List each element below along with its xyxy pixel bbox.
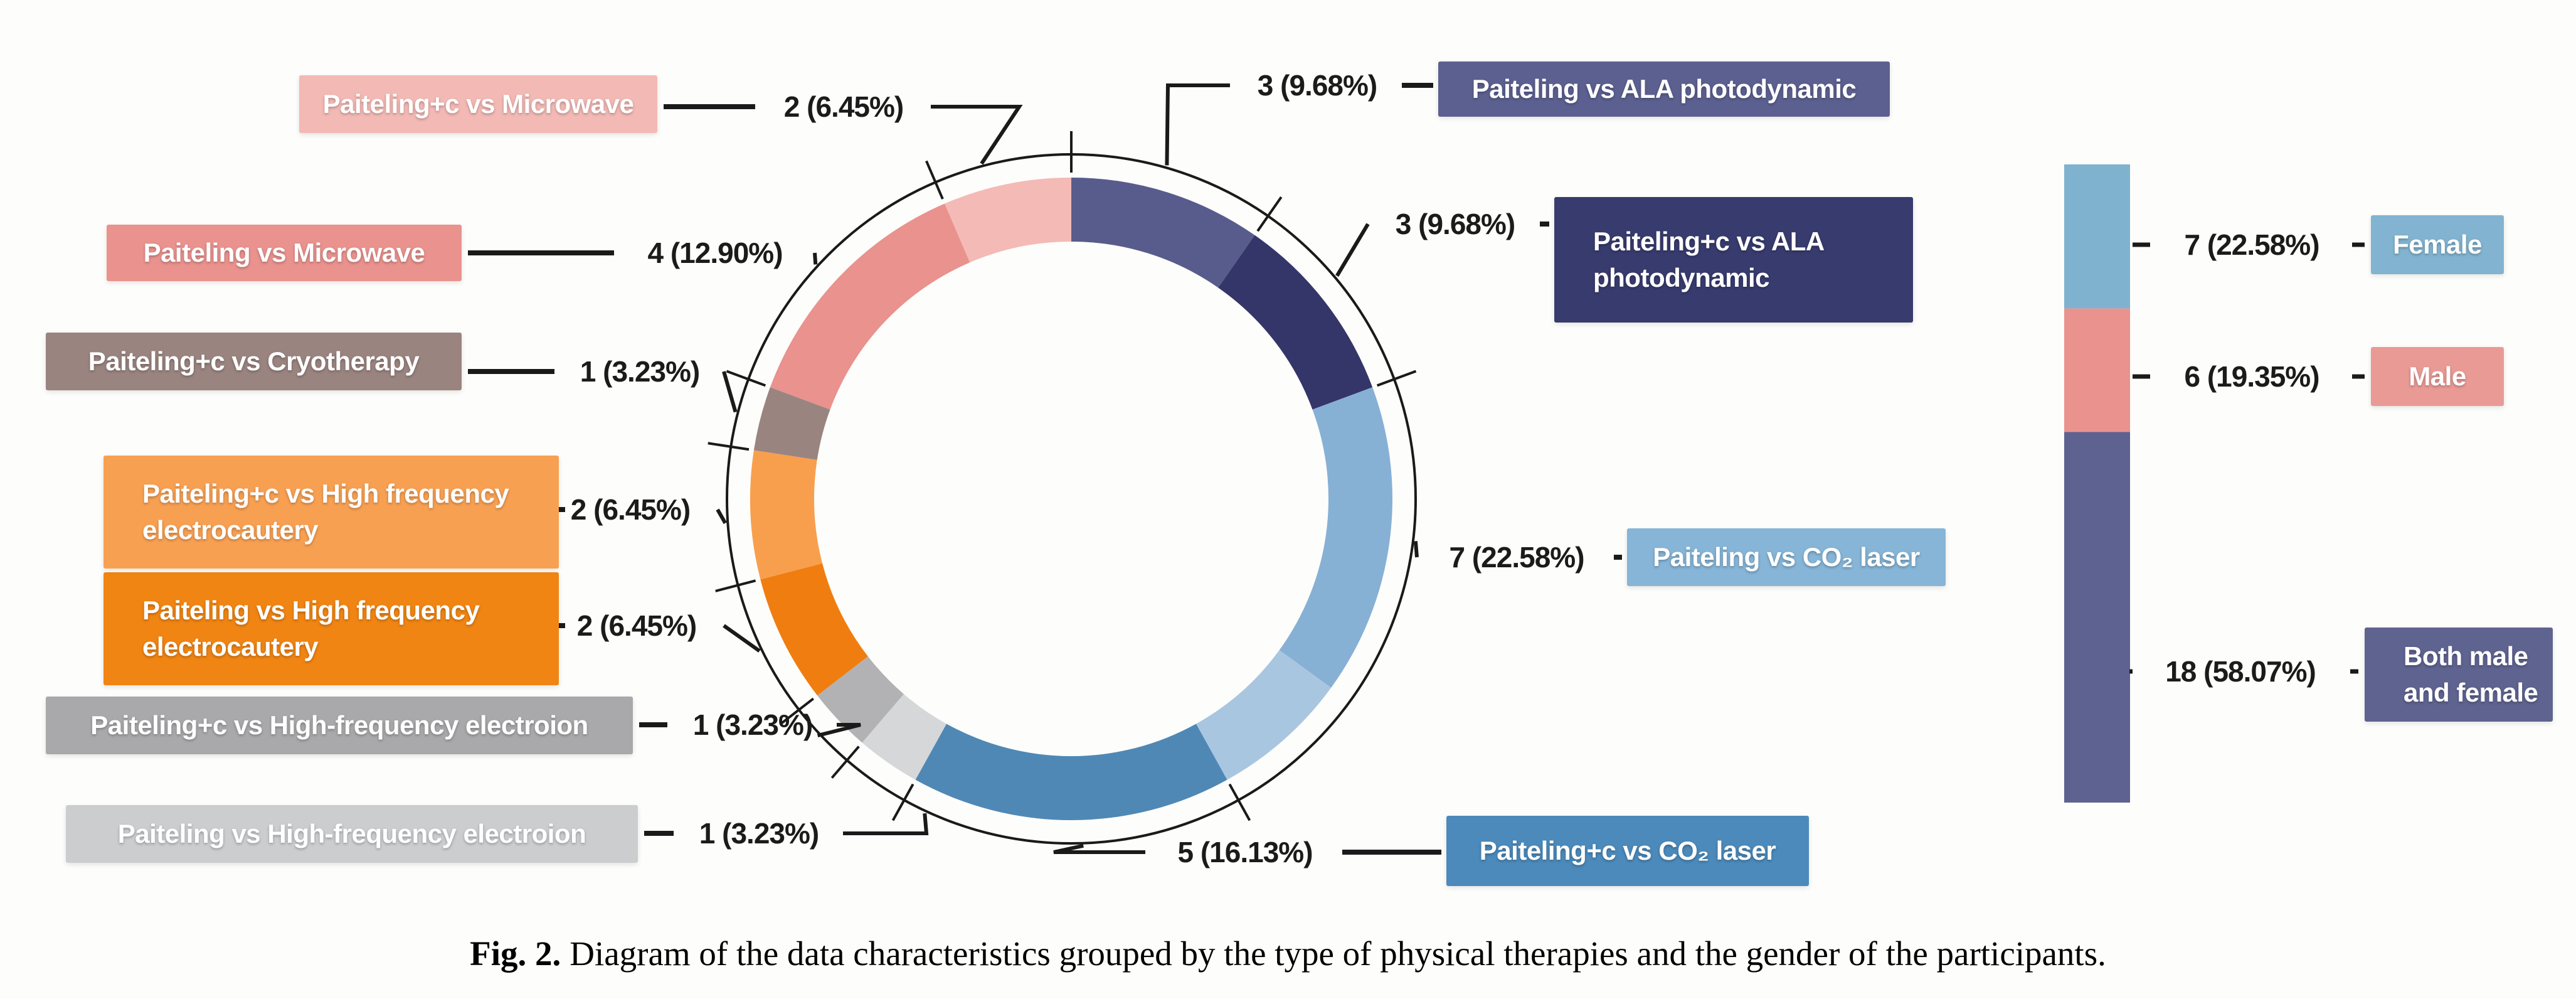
donut-segment-paiteling-c-vs-cryotherapy: [753, 387, 830, 460]
label-text: Paiteling+c vs High-frequency electroion: [90, 710, 588, 740]
label-text: Female: [2393, 230, 2482, 260]
donut-segment-paiteling-vs-microwave: [770, 203, 970, 410]
count-label-paiteling-vs-hf-electroion: 1 (3.23%): [699, 817, 819, 850]
leader-line-paiteling-c-vs-microwave: [931, 105, 1023, 165]
label-box-paiteling-c-vs-ala-photodynamic: Paiteling+c vs ALA photodynamic: [1554, 197, 1913, 323]
label-box-paiteling-c-vs-cryotherapy: Paiteling+c vs Cryotherapy: [46, 333, 462, 390]
count-label-both-male-and-female: 18 (58.07%): [2165, 655, 2316, 688]
label-line: photodynamic: [1593, 263, 1770, 292]
label-box-paiteling-vs-microwave: Paiteling vs Microwave: [107, 225, 462, 281]
label-box-paiteling-c-vs-hf-electrocautery: Paiteling+c vs High frequency electrocaut…: [103, 456, 559, 569]
donut-boundary-tick: [925, 160, 944, 200]
label-box-paiteling-vs-co2-laser: Paiteling vs CO₂ laser: [1627, 528, 1946, 586]
figure-caption: Fig. 2. Diagram of the data characteristi…: [0, 934, 2576, 973]
label-line: Paiteling vs High frequency: [142, 596, 480, 626]
leader-line-paiteling-vs-hf-electroion: [843, 813, 929, 835]
donut-boundary-tick: [891, 783, 914, 821]
label-box-paiteling-vs-ala-photodynamic: Paiteling vs ALA photodynamic: [1438, 61, 1890, 117]
label-text: Paiteling vs CO₂ laser: [1653, 542, 1920, 572]
bar-segment-both-male-and-female: [2064, 432, 2130, 803]
label-box-paiteling-vs-hf-electroion: Paiteling vs High-frequency electroion: [66, 805, 638, 863]
count-label-female: 7 (22.58%): [2184, 228, 2319, 261]
label-text: Paiteling+c vs CO₂ laser: [1479, 836, 1776, 866]
label-text: Paiteling vs ALA photodynamic: [1471, 74, 1857, 104]
label-box-paiteling-vs-hf-electrocautery: Paiteling vs High frequency electrocauter…: [103, 572, 559, 685]
donut-boundary-tick: [1376, 370, 1417, 387]
label-text: Paiteling+c vs Microwave: [322, 89, 634, 119]
donut-boundary-tick: [780, 697, 815, 725]
donut-segment-paiteling-c-vs-co2-laser: [915, 724, 1227, 821]
donut-boundary-tick: [1228, 783, 1251, 821]
donut-boundary-tick: [830, 745, 860, 779]
donut-segment-paiteling-vs-co2-laser: [1279, 387, 1392, 688]
label-line: and female: [2404, 678, 2538, 707]
donut-boundary-tick: [1256, 196, 1283, 232]
label-text: Paiteling vs High-frequency electroion: [117, 819, 586, 849]
label-text: Male: [2409, 361, 2466, 392]
label-box-paiteling-c-vs-microwave: Paiteling+c vs Microwave: [299, 75, 657, 133]
label-line: Paiteling+c vs ALA: [1593, 227, 1825, 257]
label-text: Paiteling vs Microwave: [143, 238, 425, 268]
bar-segment-female: [2064, 164, 2130, 309]
donut-boundary-tick: [726, 370, 766, 387]
label-box-paiteling-c-vs-co2-laser: Paiteling+c vs CO₂ laser: [1446, 816, 1809, 886]
count-label-paiteling-c-vs-co2-laser: 5 (16.13%): [1177, 836, 1313, 868]
label-text: Paiteling+c vs Cryotherapy: [88, 346, 420, 377]
count-label-paiteling-vs-hf-electrocautery: 2 (6.45%): [576, 609, 697, 642]
count-label-paiteling-c-vs-ala-photodynamic: 3 (9.68%): [1395, 208, 1515, 240]
count-label-paiteling-vs-microwave: 4 (12.90%): [647, 237, 783, 269]
leader-line-paiteling-c-vs-hf-electrocautery: [716, 508, 727, 525]
count-label-paiteling-c-vs-hf-electrocautery: 2 (6.45%): [570, 493, 691, 526]
figure-caption-label: Fig. 2.: [470, 934, 561, 973]
count-label-paiteling-vs-ala-photodynamic: 3 (9.68%): [1257, 69, 1377, 102]
figure-caption-text: Diagram of the data characteristics grou…: [570, 934, 2106, 973]
leader-line-paiteling-c-vs-ala-photodynamic: [1335, 223, 1370, 277]
donut-outline-circle: [726, 153, 1417, 845]
donut-segment-paiteling-c-vs-hf-electroion: [817, 656, 904, 743]
donut-segment-paiteling-vs-hf-electroion: [862, 694, 947, 780]
donut-boundary-tick: [715, 579, 756, 592]
leader-line-paiteling-c-vs-co2-laser: [1053, 843, 1145, 854]
leader-line-paiteling-vs-hf-electrocautery: [723, 624, 761, 653]
leader-line-paiteling-c-vs-hf-electroion: [817, 723, 861, 738]
donut-segment-paiteling-vs-ala-photodynamic: [1071, 178, 1255, 288]
label-line: electrocautery: [142, 515, 319, 545]
leader-line-paiteling-vs-ala-photodynamic: [1165, 83, 1230, 166]
count-label-paiteling-vs-co2-laser: 7 (22.58%): [1449, 541, 1584, 574]
count-label-male: 6 (19.35%): [2184, 360, 2319, 393]
donut-boundary-tick: [708, 442, 750, 451]
donut-segment-paiteling-c-vs-ala-photodynamic: [1218, 235, 1373, 410]
donut-segment-paiteling-vs-hf-electrocautery: [760, 563, 868, 696]
bar-segment-male: [2064, 308, 2130, 432]
label-box-both-male-and-female: Both male and female: [2365, 628, 2553, 722]
label-line: Paiteling+c vs High frequency: [142, 479, 509, 509]
donut-segment-paiteling-vs-co2-laser: [1195, 649, 1332, 780]
count-label-paiteling-c-vs-hf-electroion: 1 (3.23%): [692, 708, 813, 741]
label-line: Both male: [2404, 641, 2528, 671]
label-box-female: Female: [2371, 215, 2504, 274]
leader-line-paiteling-vs-co2-laser: [1413, 541, 1419, 558]
label-box-male: Male: [2371, 347, 2504, 406]
label-line: electrocautery: [142, 632, 319, 661]
count-label-paiteling-c-vs-microwave: 2 (6.45%): [783, 90, 904, 123]
label-box-paiteling-c-vs-hf-electroion: Paiteling+c vs High-frequency electroion: [46, 697, 633, 754]
donut-segment-paiteling-c-vs-microwave: [945, 178, 1071, 263]
count-label-paiteling-c-vs-cryotherapy: 1 (3.23%): [580, 355, 700, 388]
leader-line-paiteling-c-vs-cryotherapy: [722, 371, 738, 413]
donut-segment-paiteling-c-vs-hf-electrocautery: [750, 450, 823, 580]
